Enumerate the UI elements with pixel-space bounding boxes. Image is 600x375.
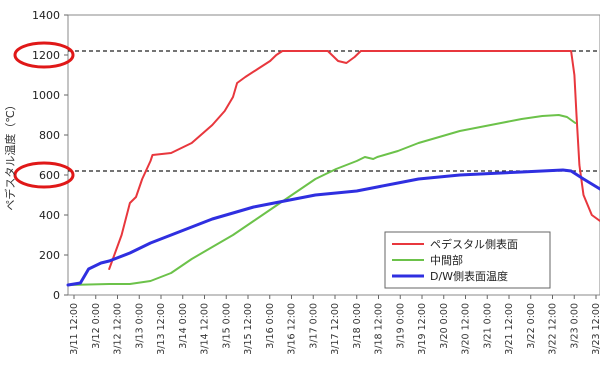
x-tick-label: 3/14 0:00 <box>178 303 189 349</box>
x-tick-label: 3/22 12:00 <box>548 303 559 355</box>
x-tick-label: 3/22 0:00 <box>526 303 537 349</box>
x-tick-label: 3/13 12:00 <box>156 303 167 355</box>
x-tick-label: 3/20 12:00 <box>461 303 472 355</box>
x-tick-label: 3/19 0:00 <box>395 303 406 349</box>
x-tick-label: 3/23 12:00 <box>591 303 600 355</box>
x-tick-label: 3/12 12:00 <box>113 303 124 355</box>
series-line-3 <box>66 168 600 287</box>
y-axis-label: ペデスタル温度（℃） <box>3 99 17 210</box>
y-tick-label: 200 <box>39 249 60 262</box>
series-line-1 <box>108 50 600 270</box>
y-tick-label: 1000 <box>32 89 60 102</box>
x-tick-label: 3/23 0:00 <box>569 303 580 349</box>
y-tick-label: 400 <box>39 209 60 222</box>
x-tick-label: 3/17 12:00 <box>330 303 341 355</box>
x-tick-label: 3/16 0:00 <box>265 303 276 349</box>
x-tick-label: 3/14 12:00 <box>200 303 211 355</box>
highlight-ellipse <box>13 161 75 189</box>
x-tick-label: 3/19 12:00 <box>417 303 428 355</box>
x-tick-label: 3/16 12:00 <box>287 303 298 355</box>
legend-label-3: D/W側表面温度 <box>430 269 508 283</box>
y-tick-label: 1200 <box>32 49 60 62</box>
x-tick-label: 3/21 0:00 <box>482 303 493 349</box>
x-tick-label: 3/15 0:00 <box>221 303 232 349</box>
x-tick-label: 3/21 12:00 <box>504 303 515 355</box>
series-line-2 <box>67 114 577 286</box>
x-tick-label: 3/15 12:00 <box>243 303 254 355</box>
x-tick-label: 3/20 0:00 <box>439 303 450 349</box>
x-tick-label: 3/18 12:00 <box>374 303 385 355</box>
highlight-ellipse <box>13 41 75 69</box>
x-tick-label: 3/18 0:00 <box>352 303 363 349</box>
y-tick-label: 1400 <box>32 9 60 22</box>
legend-label-1: ペデスタル側表面 <box>430 237 518 251</box>
x-tick-label: 3/12 0:00 <box>91 303 102 349</box>
x-tick-label: 3/17 0:00 <box>308 303 319 349</box>
y-tick-label: 0 <box>53 289 60 302</box>
legend-label-2: 中間部 <box>430 253 463 267</box>
x-tick-label: 3/13 0:00 <box>134 303 145 349</box>
x-tick-label: 3/11 12:00 <box>69 303 80 355</box>
y-tick-label: 600 <box>39 169 60 182</box>
y-tick-label: 800 <box>39 129 60 142</box>
